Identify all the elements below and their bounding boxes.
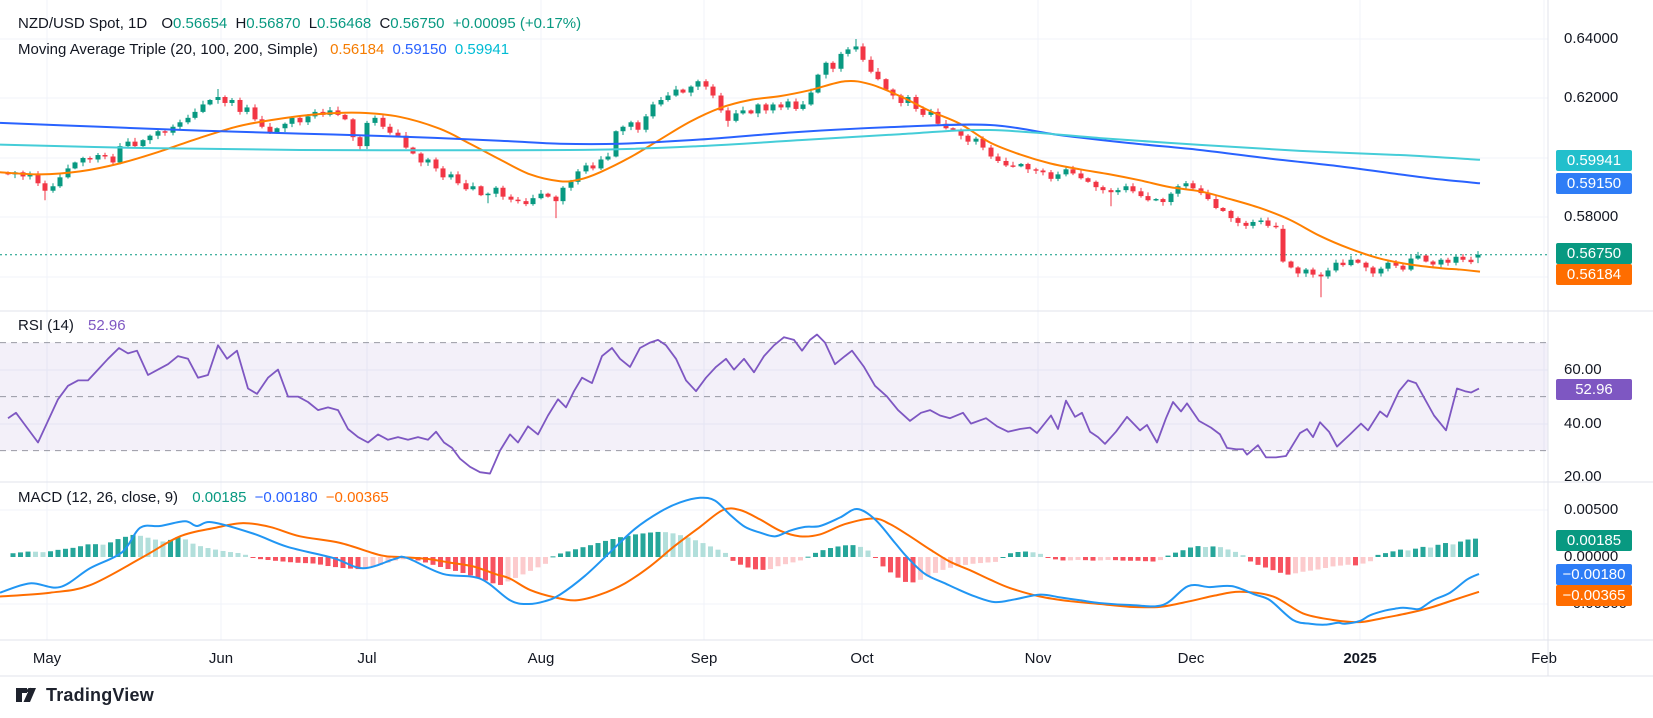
- ma20-value: 0.56184: [330, 41, 385, 58]
- time-label-Oct: Oct: [850, 650, 874, 667]
- ma-legend[interactable]: Moving Average Triple (20, 100, 200, Sim…: [18, 41, 513, 58]
- macd-legend-title: MACD (12, 26, close, 9): [18, 489, 179, 506]
- time-label-Feb: Feb: [1531, 650, 1557, 667]
- axis-label: 20.00: [1564, 468, 1602, 485]
- close-value: 0.56750: [390, 15, 445, 32]
- ma-line-sma200: [0, 128, 1481, 161]
- symbol-legend[interactable]: NZD/USD Spot, 1D O0.56654 H0.56870 L0.56…: [18, 15, 585, 32]
- open-value: 0.56654: [173, 15, 228, 32]
- macd-legend[interactable]: MACD (12, 26, close, 9) 0.00185 −0.00180…: [18, 489, 393, 506]
- open-label: O: [161, 15, 174, 32]
- macd-hist-badge: 0.00185: [1556, 529, 1632, 551]
- time-label-Sep: Sep: [690, 650, 718, 667]
- rsi-value-badge: 52.96: [1556, 378, 1632, 400]
- ma100-price-badge: 0.59150: [1556, 172, 1632, 194]
- time-label-Nov: Nov: [1024, 650, 1052, 667]
- axis-label: 0.62000: [1564, 89, 1619, 106]
- ma-legend-title: Moving Average Triple (20, 100, 200, Sim…: [18, 41, 318, 58]
- close-label: C: [379, 15, 391, 32]
- axis-label: 0.58000: [1564, 208, 1619, 225]
- macd-signal-line: [0, 507, 1480, 624]
- ma-line-sma100: [0, 121, 1481, 185]
- axis-label: 40.00: [1564, 415, 1602, 432]
- ma200-value: 0.59941: [454, 41, 510, 58]
- change-value: +0.00095 (+0.17%): [452, 15, 582, 32]
- macd-line-badge: −0.00180: [1556, 563, 1632, 585]
- high-value: 0.56870: [246, 15, 301, 32]
- ma200-price-badge: 0.59941: [1556, 149, 1632, 171]
- ma-line-sma20: [0, 79, 1481, 273]
- symbol-title: NZD/USD Spot, 1D: [18, 15, 148, 32]
- tradingview-logo-text: TradingView: [46, 684, 154, 705]
- tradingview-logo-icon: [16, 687, 36, 702]
- time-label-May: May: [32, 650, 62, 667]
- axis-label: 60.00: [1564, 361, 1602, 378]
- macd-signal-value: −0.00365: [325, 489, 389, 506]
- candlestick-series: [5, 39, 1481, 298]
- rsi-value: 52.96: [88, 317, 126, 334]
- axis-label: 0.00000: [1564, 548, 1619, 565]
- time-label-Jul: Jul: [357, 650, 377, 667]
- rsi-line: [7, 333, 1480, 475]
- rsi-legend[interactable]: RSI (14) 52.96: [18, 317, 130, 334]
- macd-main-line: [0, 496, 1480, 626]
- time-label-2025: 2025: [1343, 650, 1377, 667]
- rsi-legend-title: RSI (14): [18, 317, 74, 334]
- macd-hist-value: 0.00185: [192, 489, 247, 506]
- last-price-badge: 0.56750: [1556, 242, 1632, 264]
- low-label: L: [308, 15, 318, 32]
- tradingview-logo[interactable]: TradingView: [14, 683, 154, 707]
- time-label-Dec: Dec: [1177, 650, 1205, 667]
- axis-label: 0.64000: [1564, 30, 1619, 47]
- axis-label: 0.00500: [1564, 501, 1619, 518]
- macd-signal-badge: −0.00365: [1556, 584, 1632, 606]
- macd-line-value: −0.00180: [254, 489, 318, 506]
- ma20-price-badge: 0.56184: [1556, 263, 1632, 285]
- ma100-value: 0.59150: [392, 41, 447, 58]
- macd-histogram: [10, 531, 1478, 585]
- low-value: 0.56468: [317, 15, 372, 32]
- high-label: H: [235, 15, 247, 32]
- time-label-Jun: Jun: [208, 650, 234, 667]
- time-label-Aug: Aug: [527, 650, 555, 667]
